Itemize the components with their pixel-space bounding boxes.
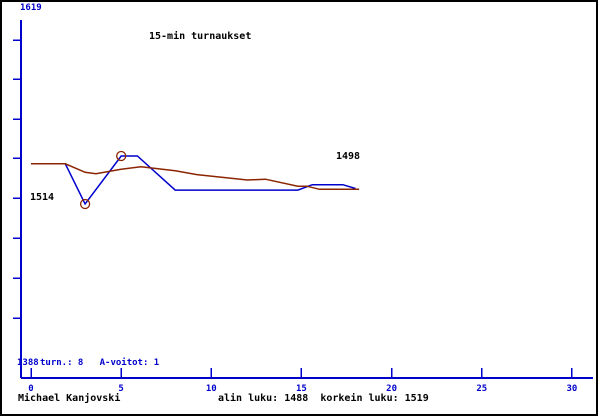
player-name-label: Michael Kanjovski [18, 393, 121, 404]
y-axis-max-label: 1619 [20, 3, 42, 13]
rating-line [31, 155, 356, 206]
start-rating-label: 1514 [30, 192, 55, 203]
x-axis-tick-label: 30 [566, 384, 578, 394]
rating-summary-label: alin luku: 1488 korkein luku: 1519 [218, 393, 429, 404]
running-average-line [31, 163, 360, 191]
y-axis-min-label: 1388 [17, 358, 39, 368]
x-axis-tick-label: 10 [205, 384, 217, 394]
x-axis-tick-label: 0 [28, 384, 34, 394]
x-axis-tick-label: 15 [296, 384, 307, 394]
x-axis-tick-label: 20 [386, 384, 398, 394]
final-rating-label: 1498 [336, 151, 361, 162]
tournament-stats-label: turn.: 8 A-voitot: 1 [40, 358, 160, 368]
x-axis-tick-label: 25 [476, 384, 488, 394]
chart-title: 15-min turnaukset [149, 31, 252, 42]
x-axis-tick-label: 5 [118, 384, 124, 394]
lowest-point-marker [79, 198, 91, 210]
highest-point-marker [116, 150, 127, 162]
